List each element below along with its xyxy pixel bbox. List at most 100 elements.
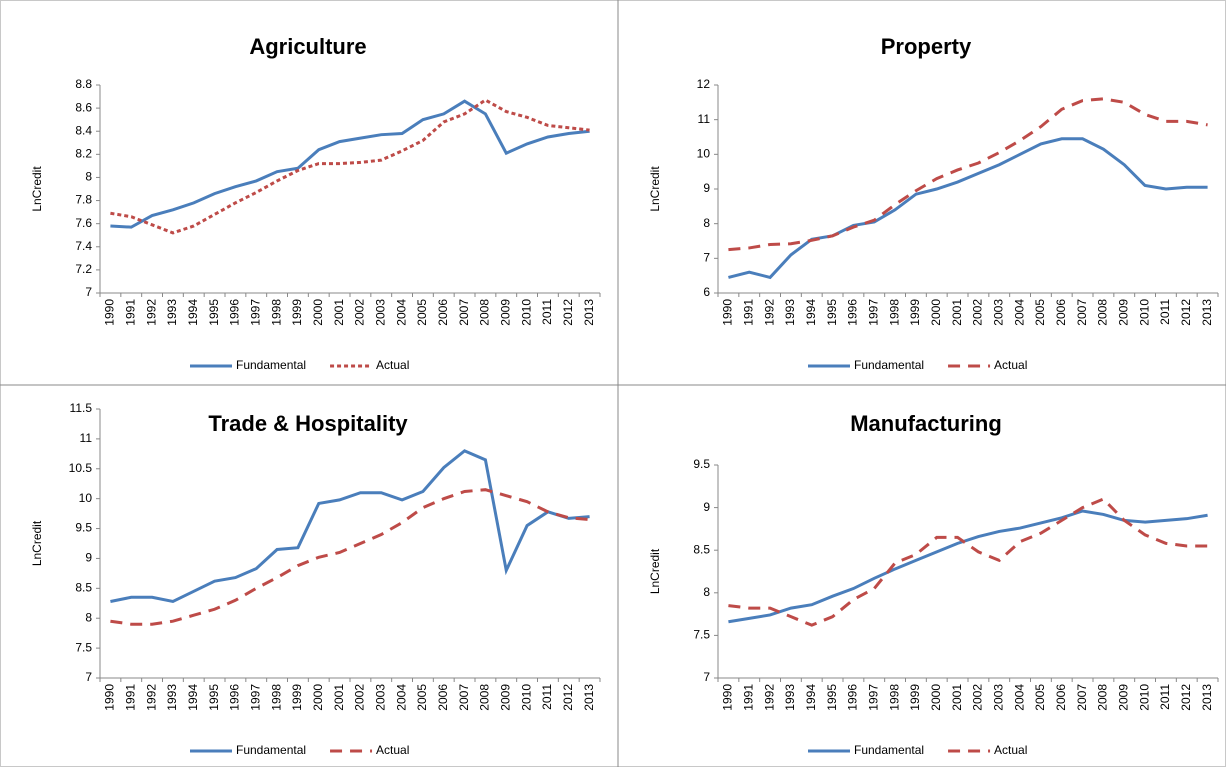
legend-label: Actual — [376, 358, 409, 372]
y-tick-label: 9 — [85, 551, 92, 565]
y-tick-label: 9.5 — [693, 457, 710, 471]
y-tick-label: 7.2 — [75, 262, 92, 276]
x-tick-label: 2013 — [1200, 684, 1214, 711]
y-tick-label: 12 — [697, 77, 711, 91]
x-tick-label: 2012 — [1179, 684, 1193, 711]
legend-label: Fundamental — [854, 743, 924, 757]
x-tick-label: 1992 — [144, 684, 158, 711]
y-tick-label: 7.4 — [75, 239, 92, 253]
x-tick-label: 2008 — [478, 684, 492, 711]
x-tick-label: 2012 — [561, 684, 575, 711]
y-tick-label: 10 — [697, 147, 711, 161]
x-tick-label: 2011 — [540, 684, 554, 710]
y-tick-label: 8 — [85, 610, 92, 624]
y-tick-label: 10.5 — [69, 461, 93, 475]
x-tick-label: 2010 — [1137, 299, 1151, 326]
x-tick-label: 1998 — [269, 299, 283, 326]
x-tick-label: 2005 — [415, 684, 429, 711]
x-tick-label: 2010 — [519, 299, 533, 326]
x-tick-label: 1999 — [908, 299, 922, 326]
y-tick-label: 7 — [85, 285, 92, 299]
x-tick-label: 1990 — [103, 684, 117, 711]
y-tick-label: 7.6 — [75, 216, 92, 230]
series-line — [110, 449, 590, 604]
x-tick-label: 2007 — [457, 299, 471, 326]
y-tick-label: 8.5 — [75, 581, 92, 595]
x-tick-label: 1991 — [123, 684, 137, 711]
series-line — [728, 497, 1208, 627]
x-tick-label: 2005 — [1033, 684, 1047, 711]
x-tick-label: 2000 — [929, 684, 943, 711]
y-tick-label: 8 — [85, 170, 92, 184]
x-tick-label: 1992 — [762, 684, 776, 711]
x-tick-label: 2011 — [1158, 684, 1172, 710]
legend-label: Fundamental — [236, 358, 306, 372]
x-tick-label: 1996 — [228, 299, 242, 326]
chart-title: Trade & Hospitality — [208, 411, 408, 436]
x-tick-label: 1994 — [186, 684, 200, 711]
y-axis-label: LnCredit — [648, 166, 662, 212]
y-tick-label: 8 — [703, 216, 710, 230]
x-tick-label: 1997 — [866, 684, 880, 711]
x-tick-label: 2004 — [1012, 684, 1026, 711]
x-tick-label: 2000 — [311, 684, 325, 711]
x-tick-label: 2011 — [540, 299, 554, 325]
x-tick-label: 2007 — [457, 684, 471, 711]
x-tick-label: 1996 — [846, 299, 860, 326]
chart-title: Manufacturing — [850, 411, 1002, 436]
x-tick-label: 1994 — [186, 299, 200, 326]
x-tick-label: 2009 — [498, 299, 512, 326]
x-tick-label: 2004 — [394, 299, 408, 326]
x-tick-label: 2010 — [519, 684, 533, 711]
x-tick-label: 2001 — [332, 684, 346, 711]
series-line — [728, 509, 1208, 624]
x-tick-label: 2002 — [353, 299, 367, 326]
x-tick-label: 2003 — [991, 684, 1005, 711]
x-tick-label: 2012 — [1179, 299, 1193, 326]
x-tick-label: 1997 — [866, 299, 880, 326]
x-tick-label: 2007 — [1075, 684, 1089, 711]
y-tick-label: 7.5 — [693, 628, 710, 642]
y-tick-label: 8.2 — [75, 147, 92, 161]
x-tick-label: 1996 — [228, 684, 242, 711]
chart-panel: Trade & Hospitality LnCredit 7 7.5 8 8.5 9 9.5 1… — [30, 401, 601, 757]
x-tick-label: 1999 — [290, 299, 304, 326]
x-tick-label: 2006 — [1054, 299, 1068, 326]
x-tick-label: 1991 — [741, 684, 755, 711]
chart-panel: Property LnCredit 6 7 8 9 10 11 12 1990 1991 1992 19… — [648, 34, 1219, 372]
x-tick-label: 2000 — [311, 299, 325, 326]
x-tick-label: 2010 — [1137, 684, 1151, 711]
x-tick-label: 1998 — [887, 299, 901, 326]
legend-label: Actual — [994, 743, 1027, 757]
x-tick-label: 1995 — [825, 299, 839, 326]
x-tick-label: 2001 — [950, 299, 964, 326]
x-tick-label: 1992 — [762, 299, 776, 326]
x-tick-label: 2006 — [1054, 684, 1068, 711]
x-tick-label: 1996 — [846, 684, 860, 711]
x-tick-label: 2009 — [498, 684, 512, 711]
x-tick-label: 2003 — [991, 299, 1005, 326]
x-tick-label: 1995 — [207, 684, 221, 711]
series-line — [728, 137, 1208, 280]
x-tick-label: 1993 — [783, 299, 797, 326]
y-tick-label: 11 — [698, 112, 711, 126]
x-tick-label: 1999 — [908, 684, 922, 711]
series-line — [110, 488, 590, 626]
x-tick-label: 2011 — [1158, 299, 1172, 325]
y-tick-label: 6 — [703, 285, 710, 299]
y-axis-label: LnCredit — [648, 548, 662, 594]
x-tick-label: 2005 — [1033, 299, 1047, 326]
y-tick-label: 11.5 — [70, 401, 93, 415]
x-tick-label: 2008 — [1096, 299, 1110, 326]
x-tick-label: 2002 — [971, 684, 985, 711]
x-tick-label: 2007 — [1075, 299, 1089, 326]
x-tick-label: 1998 — [269, 684, 283, 711]
x-tick-label: 2005 — [415, 299, 429, 326]
legend-label: Fundamental — [854, 358, 924, 372]
x-tick-label: 1990 — [721, 299, 735, 326]
legend-label: Actual — [994, 358, 1027, 372]
x-tick-label: 1994 — [804, 684, 818, 711]
y-tick-label: 8.8 — [75, 77, 92, 91]
x-tick-label: 1997 — [248, 684, 262, 711]
